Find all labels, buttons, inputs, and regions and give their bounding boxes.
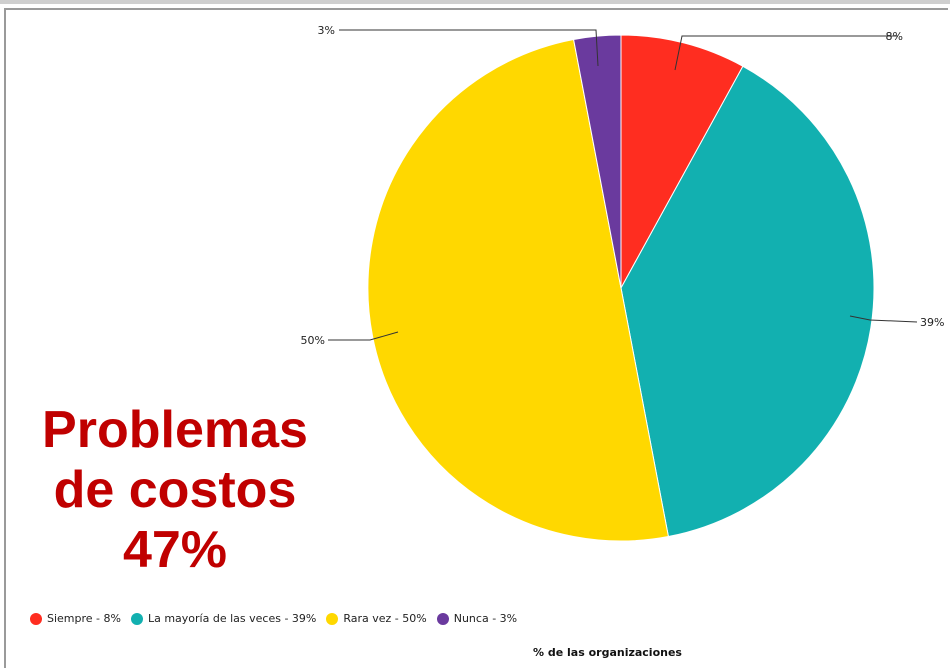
callout-line	[674, 35, 898, 71]
overlay-percent: 47%	[122, 521, 228, 579]
pie-slice-nunca	[573, 34, 622, 289]
legend-item: Rara vez - 50%	[326, 612, 427, 625]
legend-swatch	[326, 612, 339, 625]
callout-line	[339, 29, 599, 67]
chart-legend: Siempre - 8% La mayoría de las veces - 39…	[30, 612, 527, 625]
callout-line	[849, 315, 918, 323]
top-rule	[0, 0, 950, 4]
legend-item: La mayoría de las veces - 39%	[130, 612, 317, 625]
legend-swatch	[436, 612, 449, 625]
chart-frame	[4, 8, 948, 668]
legend-swatch	[130, 612, 143, 625]
x-axis-label: % de las organizaciones	[533, 646, 682, 659]
data-label: 50%	[301, 334, 325, 347]
data-label: 8%	[886, 30, 903, 43]
pie-slice-siempre	[620, 34, 744, 289]
legend-label: Siempre - 8%	[47, 612, 121, 625]
legend-item: Nunca - 3%	[436, 612, 518, 625]
overlay-line-1: Problemas	[42, 401, 308, 459]
legend-label: La mayoría de las veces - 39%	[147, 612, 317, 625]
legend-label: Nunca - 3%	[453, 612, 518, 625]
legend-item: Siempre - 8%	[30, 612, 121, 625]
data-label: 3%	[318, 24, 335, 37]
data-label: 39%	[920, 316, 944, 329]
legend-swatch	[30, 612, 42, 625]
pie-slice-la-mayor-a-de-las-veces	[620, 65, 875, 538]
pie-slice-rara-vez	[367, 38, 669, 542]
overlay-title: Problemas de costos 47%	[20, 400, 330, 580]
legend-label: Rara vez - 50%	[343, 612, 427, 625]
callout-line	[328, 331, 399, 341]
overlay-line-2: de costos	[53, 461, 297, 519]
